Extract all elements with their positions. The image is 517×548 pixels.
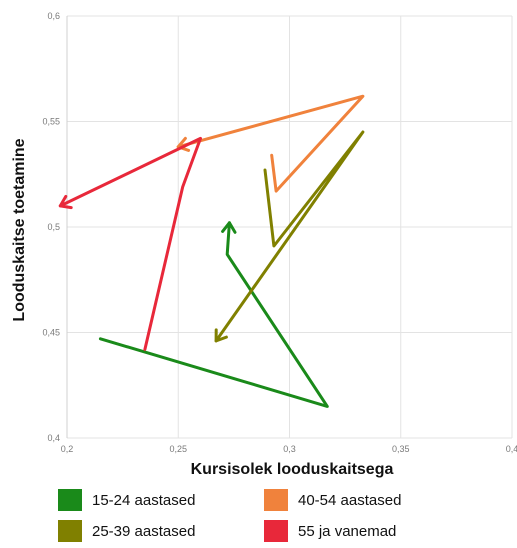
- legend: 15-24 aastased 25-39 aastased 40-54 aast…: [58, 489, 498, 545]
- grid: [66, 15, 513, 439]
- x-axis-title: Kursisolek looduskaitsega: [191, 461, 394, 478]
- legend-swatch: [264, 520, 288, 542]
- series-line: [176, 94, 365, 193]
- x-tick-label: 0,4: [506, 444, 517, 454]
- series-arrowhead: [176, 136, 191, 152]
- series-line: [58, 136, 202, 351]
- y-tick-label: 0,45: [42, 328, 60, 338]
- series-lines: [58, 94, 365, 408]
- series-0: [98, 221, 329, 408]
- x-tick-label: 0,3: [283, 444, 296, 454]
- series-2: [176, 94, 365, 193]
- legend-label: 40-54 aastased: [298, 491, 402, 509]
- series-arrowhead: [221, 221, 237, 234]
- series-1: [214, 130, 365, 343]
- series-line: [98, 221, 329, 408]
- y-tick-label: 0,4: [47, 433, 60, 443]
- legend-swatch: [58, 489, 82, 511]
- y-axis-title: Looduskaitse toetamine: [11, 138, 28, 321]
- y-tick-label: 0,5: [47, 222, 60, 232]
- legend-label: 25-39 aastased: [92, 522, 196, 540]
- x-tick-label: 0,25: [169, 444, 187, 454]
- tick-labels: 0,2 0,25 0,3 0,35 0,4 0,4 0,45 0,5 0,55 0,6: [42, 11, 517, 454]
- y-tick-label: 0,55: [42, 117, 60, 127]
- legend-item-25-39: 25-39 aastased: [58, 520, 195, 542]
- legend-label: 15-24 aastased: [92, 491, 196, 509]
- x-tick-label: 0,2: [61, 444, 74, 454]
- legend-swatch: [264, 489, 288, 511]
- series-3: [58, 136, 202, 351]
- y-tick-label: 0,6: [47, 11, 60, 21]
- legend-swatch: [58, 520, 82, 542]
- series-arrowhead: [214, 328, 228, 343]
- x-tick-label: 0,35: [392, 444, 410, 454]
- legend-item-15-24: 15-24 aastased: [58, 489, 195, 511]
- legend-item-40-54: 40-54 aastased: [264, 489, 401, 511]
- series-arrowhead: [58, 194, 73, 210]
- legend-label: 55 ja vanemad: [298, 522, 397, 540]
- series-line: [214, 130, 365, 343]
- legend-item-55-plus: 55 ja vanemad: [264, 520, 396, 542]
